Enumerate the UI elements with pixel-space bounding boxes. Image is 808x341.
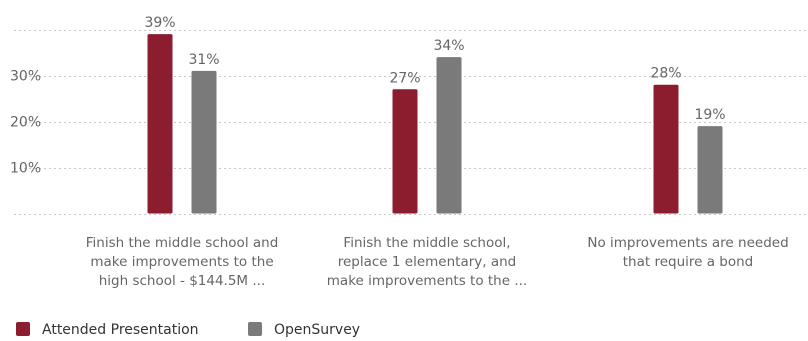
category-label: replace 1 elementary, and <box>338 254 517 270</box>
category-labels: Finish the middle school and make improve… <box>86 235 789 289</box>
legend-swatch <box>16 322 30 336</box>
category-label: Finish the middle school, <box>343 235 510 251</box>
data-label: 34% <box>433 38 464 54</box>
bar <box>653 84 679 214</box>
bar <box>436 57 462 214</box>
y-tick-label: 20% <box>10 115 41 131</box>
category-label: high school - $144.5M ... <box>99 273 266 289</box>
category-label: that require a bond <box>623 254 754 270</box>
category-label: No improvements are needed <box>587 235 788 251</box>
legend-label: OpenSurvey <box>274 322 360 338</box>
legend-swatch <box>248 322 262 336</box>
data-label: 27% <box>389 70 420 86</box>
category-label: make improvements to the ... <box>327 273 527 289</box>
bar <box>191 70 217 214</box>
data-label: 28% <box>650 66 681 82</box>
data-label: 39% <box>144 15 175 31</box>
legend: Attended Presentation OpenSurvey <box>16 322 360 338</box>
data-label: 19% <box>694 107 725 123</box>
y-axis-ticks: 10% 20% 30% <box>10 69 41 177</box>
y-tick-label: 10% <box>10 161 41 177</box>
category-label: Finish the middle school and <box>86 235 279 251</box>
bars <box>147 34 723 214</box>
legend-label: Attended Presentation <box>42 322 199 338</box>
category-label: make improvements to the <box>90 254 273 270</box>
data-label: 31% <box>188 52 219 68</box>
bar <box>697 126 723 214</box>
data-labels: 39% 27% 28% 31% 34% 19% <box>144 15 725 123</box>
bar <box>392 89 418 214</box>
bar <box>147 34 173 214</box>
y-tick-label: 30% <box>10 69 41 85</box>
